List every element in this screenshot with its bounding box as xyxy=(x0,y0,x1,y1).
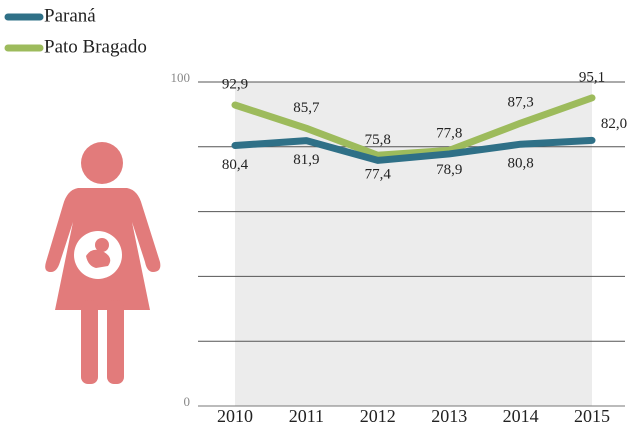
x-tick-label: 2012 xyxy=(360,406,396,426)
value-label: 77,8 xyxy=(436,125,462,141)
plot-background xyxy=(235,82,592,406)
x-tick-label: 2014 xyxy=(503,406,539,426)
y-tick-label: 0 xyxy=(184,394,191,409)
value-label: 87,3 xyxy=(507,95,533,111)
value-label: 82,0 xyxy=(601,116,627,132)
x-tick-label: 2013 xyxy=(431,406,467,426)
value-label: 78,9 xyxy=(436,162,462,178)
value-label: 81,9 xyxy=(293,152,319,168)
legend-label: Paraná xyxy=(44,5,96,26)
series-line xyxy=(231,136,596,164)
value-label: 75,8 xyxy=(365,132,391,148)
legend-label: Pato Bragado xyxy=(44,36,147,57)
value-label: 80,8 xyxy=(507,156,533,172)
x-tick-label: 2010 xyxy=(217,406,253,426)
x-tick-label: 2011 xyxy=(289,406,324,426)
value-label: 77,4 xyxy=(365,167,392,183)
series-line xyxy=(231,94,596,159)
y-tick-label: 100 xyxy=(171,70,191,85)
value-label: 85,7 xyxy=(293,100,320,116)
value-label: 92,9 xyxy=(222,76,248,92)
value-label: 80,4 xyxy=(222,157,249,173)
value-label: 95,1 xyxy=(579,69,605,85)
x-tick-label: 2015 xyxy=(574,406,610,426)
pregnant-icon xyxy=(45,142,161,384)
